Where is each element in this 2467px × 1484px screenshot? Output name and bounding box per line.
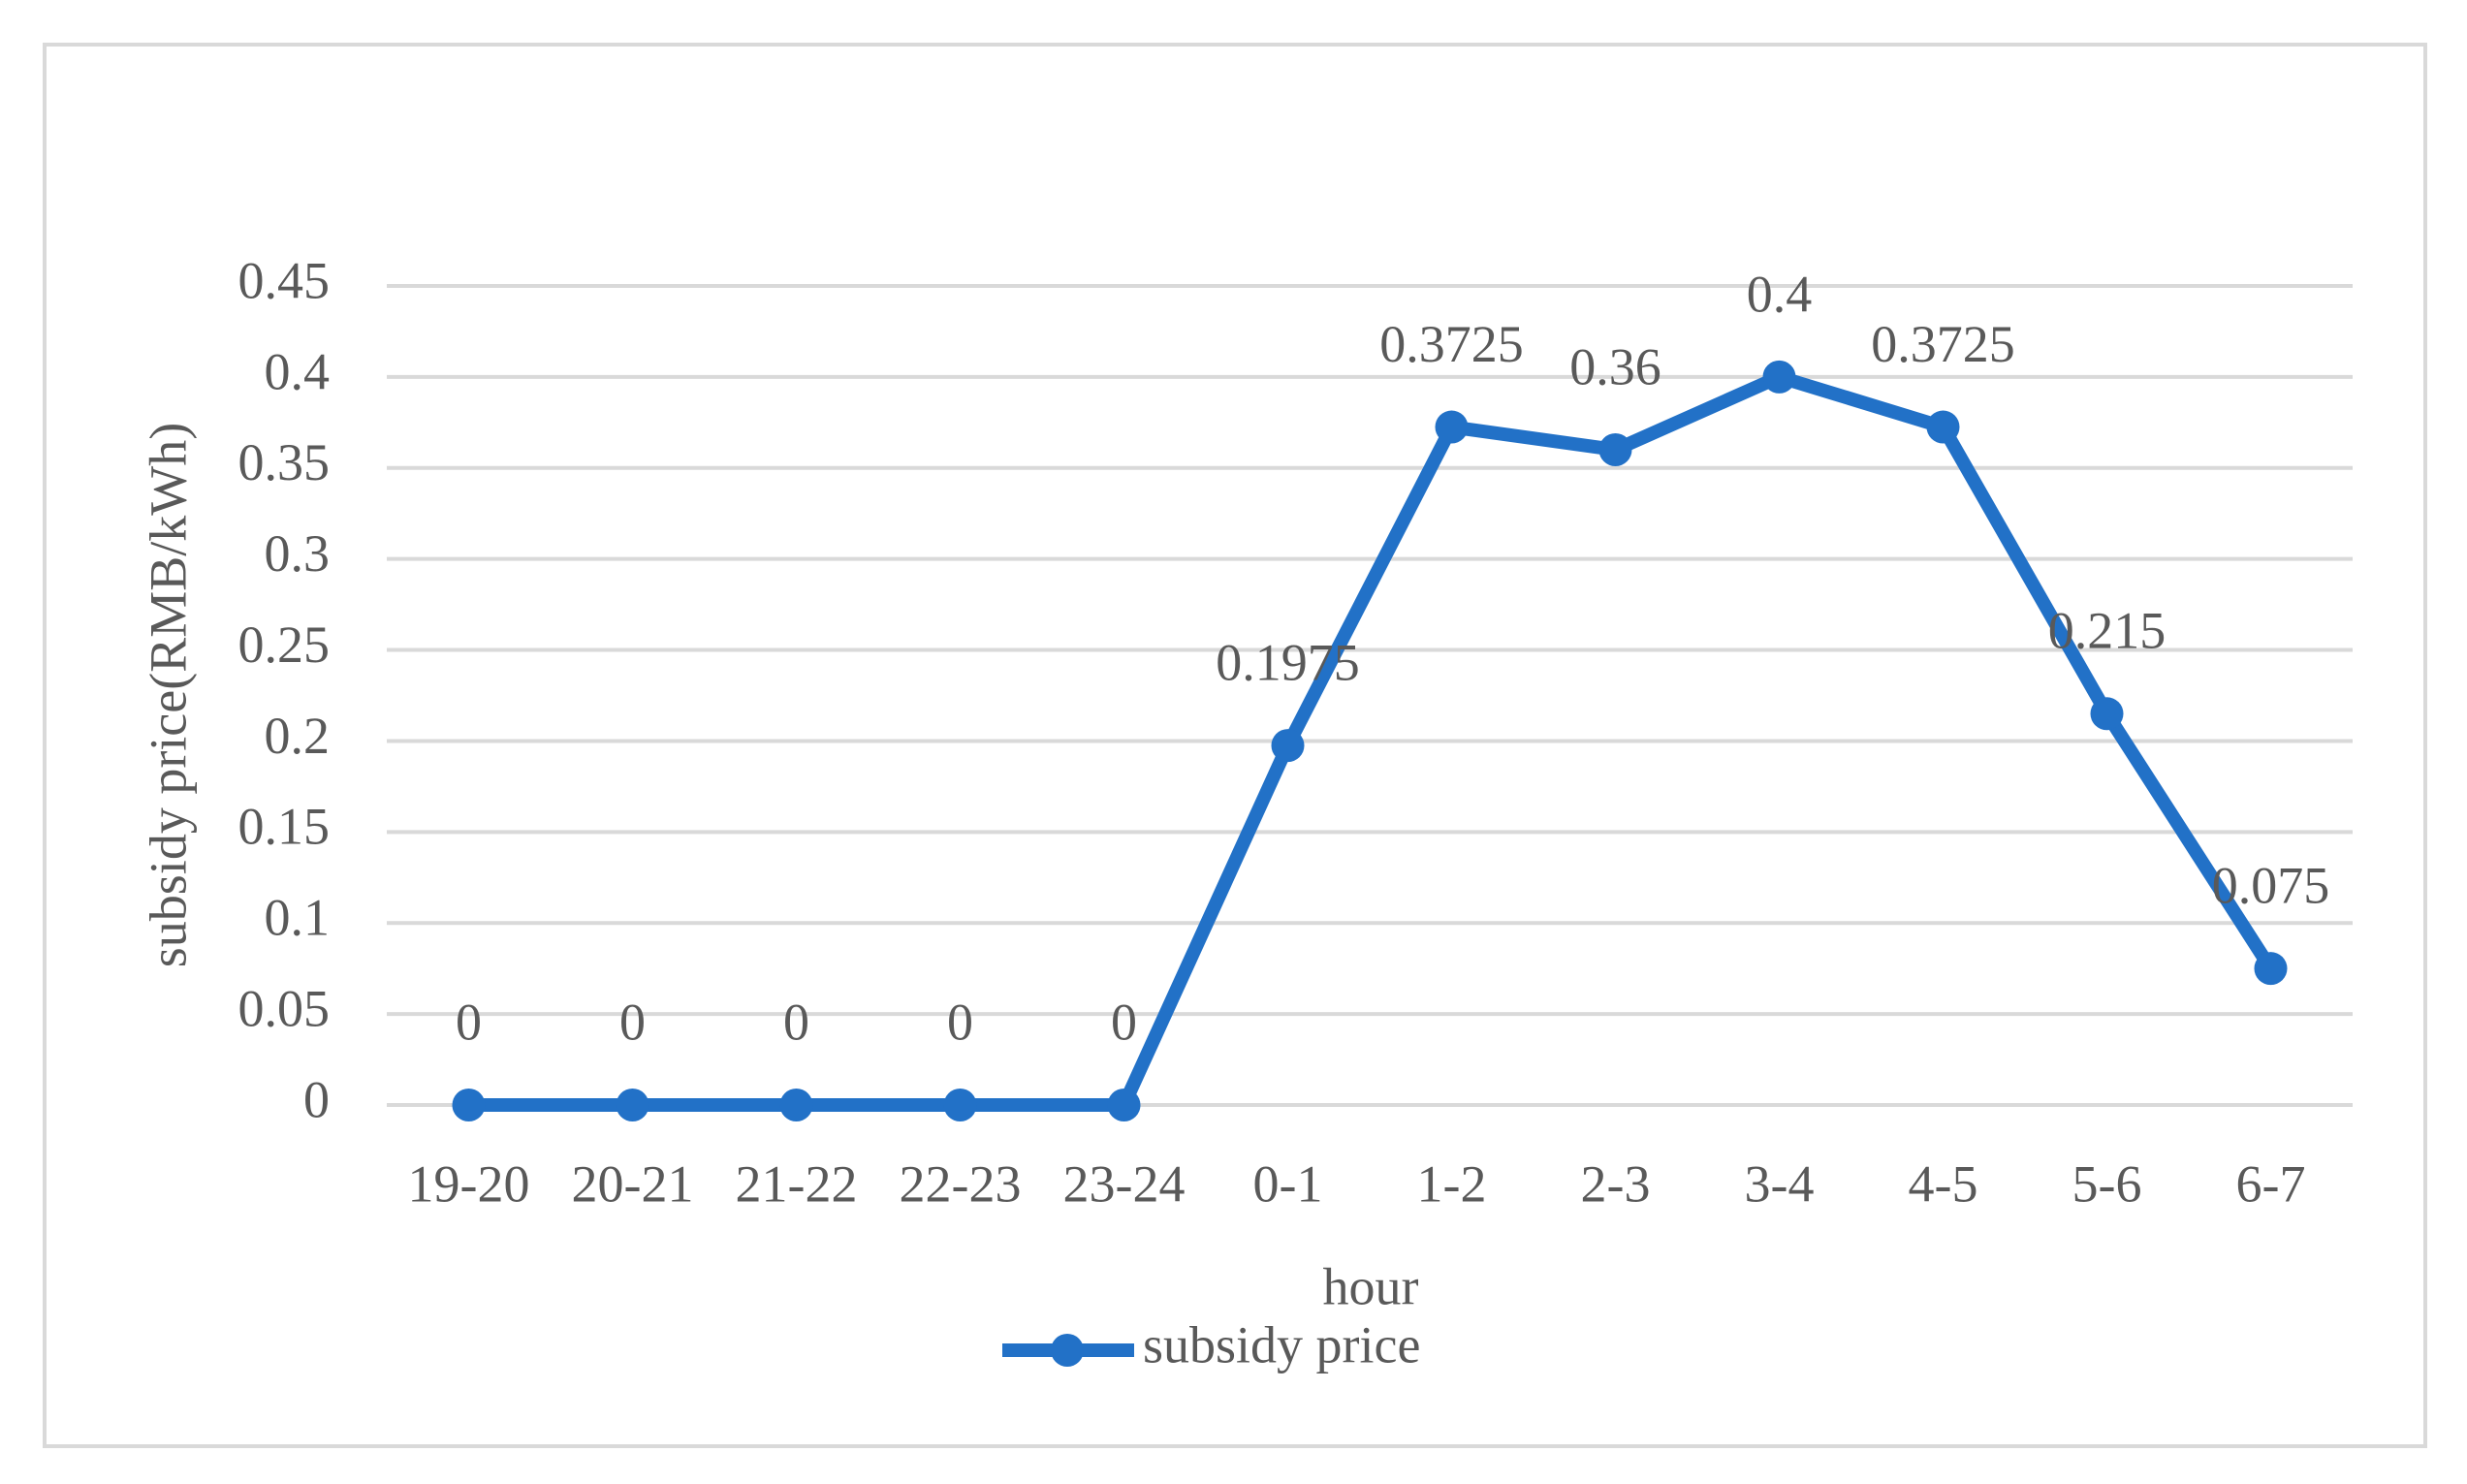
data-point bbox=[2090, 697, 2124, 731]
x-tick-label: 22-23 bbox=[900, 1154, 1022, 1213]
y-tick-label: 0 bbox=[303, 1070, 330, 1128]
data-point bbox=[943, 1089, 977, 1121]
data-point bbox=[1107, 1089, 1141, 1121]
data-label: 0 bbox=[1111, 993, 1137, 1051]
data-label: 0.36 bbox=[1569, 337, 1661, 395]
data-label: 0.3725 bbox=[1379, 315, 1524, 373]
y-tick-label: 0.25 bbox=[238, 616, 331, 674]
data-label: 0 bbox=[619, 993, 646, 1051]
y-tick-label: 0.3 bbox=[265, 524, 331, 583]
data-label: 0.075 bbox=[2212, 857, 2330, 915]
legend-marker bbox=[1051, 1334, 1084, 1367]
legend-label: subsidy price bbox=[1143, 1315, 1420, 1373]
x-tick-label: 19-20 bbox=[408, 1154, 530, 1213]
data-point bbox=[1271, 729, 1305, 763]
y-tick-label: 0.35 bbox=[238, 433, 331, 491]
x-tick-label: 6-7 bbox=[2236, 1154, 2306, 1213]
data-point bbox=[779, 1089, 813, 1121]
data-point bbox=[1435, 410, 1469, 444]
data-point bbox=[1926, 410, 1960, 444]
y-tick-label: 0.4 bbox=[265, 342, 331, 400]
data-label: 0 bbox=[783, 993, 809, 1051]
chart-border bbox=[43, 43, 2427, 1448]
x-tick-label: 1-2 bbox=[1417, 1154, 1487, 1213]
data-point bbox=[1598, 433, 1632, 466]
data-point bbox=[452, 1089, 486, 1121]
data-label: 0.1975 bbox=[1216, 634, 1360, 692]
x-tick-label: 2-3 bbox=[1581, 1154, 1651, 1213]
x-tick-label: 0-1 bbox=[1253, 1154, 1323, 1213]
y-tick-label: 0.1 bbox=[265, 889, 331, 947]
y-tick-label: 0.05 bbox=[238, 980, 331, 1038]
data-point bbox=[616, 1089, 649, 1121]
data-point bbox=[1762, 360, 1796, 394]
series-line bbox=[468, 369, 2277, 1112]
x-tick-label: 3-4 bbox=[1745, 1154, 1815, 1213]
data-point bbox=[2254, 952, 2288, 986]
data-label: 0 bbox=[456, 993, 482, 1051]
data-label: 0 bbox=[947, 993, 973, 1051]
data-label: 0.215 bbox=[2048, 602, 2167, 660]
y-tick-label: 0.45 bbox=[238, 251, 331, 309]
data-label: 0.3725 bbox=[1871, 315, 2015, 373]
x-axis-title: hour bbox=[1323, 1257, 1419, 1315]
x-tick-label: 21-22 bbox=[736, 1154, 858, 1213]
x-tick-label: 23-24 bbox=[1063, 1154, 1186, 1213]
data-label: 0.4 bbox=[1747, 265, 1813, 323]
y-tick-label: 0.15 bbox=[238, 798, 331, 856]
x-tick-label: 5-6 bbox=[2072, 1154, 2142, 1213]
y-axis-title: subsidy price(RMB/kWh) bbox=[139, 423, 197, 967]
x-tick-label: 20-21 bbox=[572, 1154, 694, 1213]
y-tick-label: 0.2 bbox=[265, 707, 331, 765]
x-tick-label: 4-5 bbox=[1909, 1154, 1978, 1213]
